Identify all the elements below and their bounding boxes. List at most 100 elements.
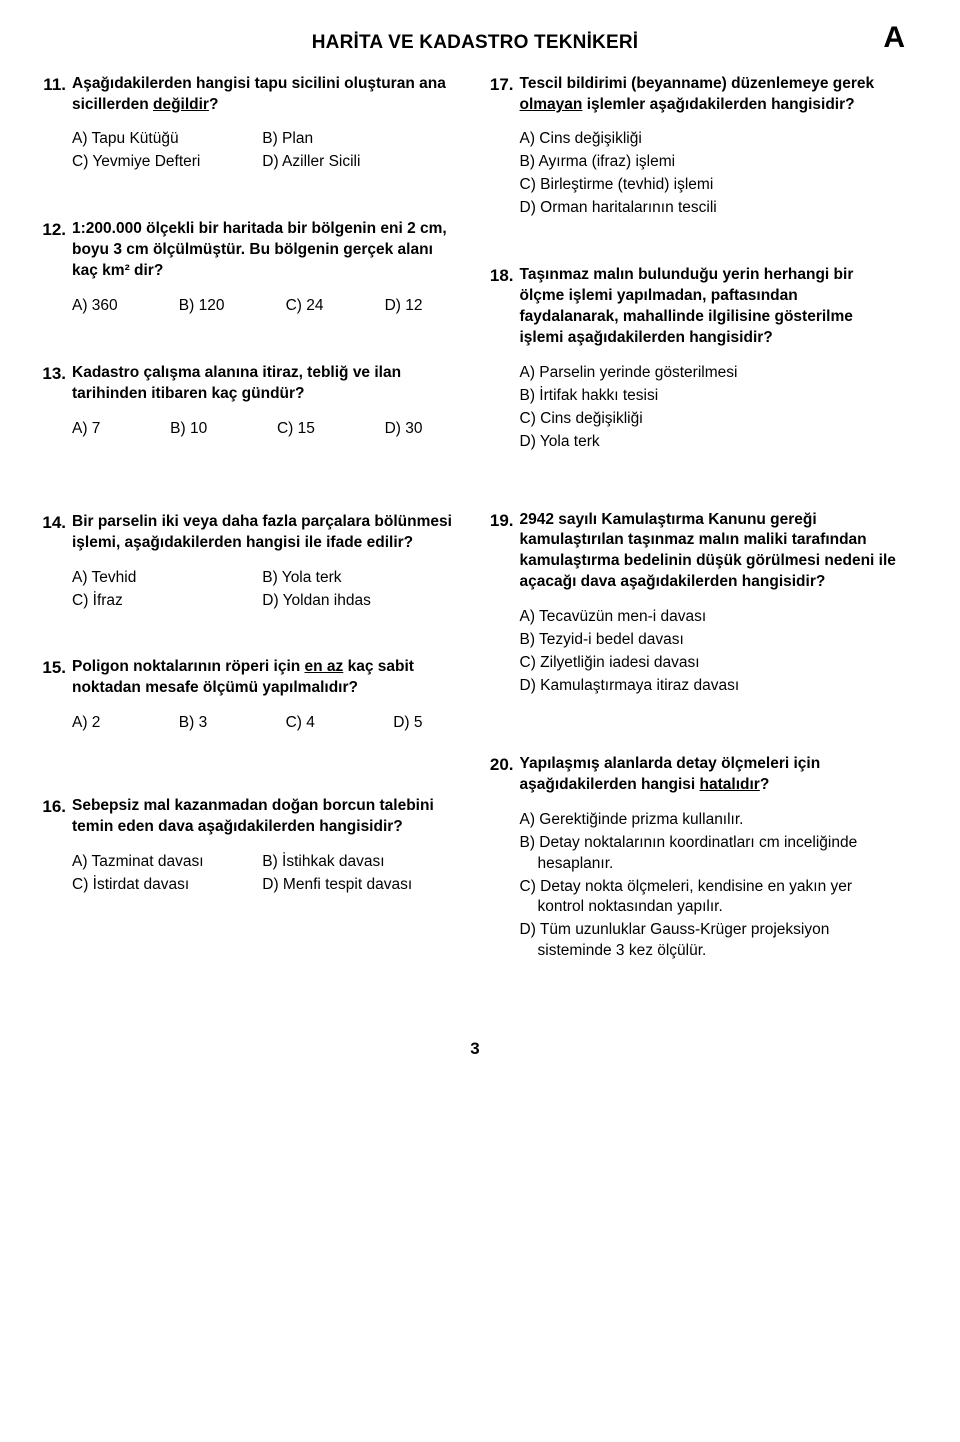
options: A) Gerektiğinde prizma kullanılır. B) De… — [520, 810, 901, 962]
option-c: C) 24 — [286, 296, 324, 317]
option-d: D) Orman haritalarının tescili — [520, 198, 901, 219]
option-c: C) Detay nokta ölçmeleri, kendisine en y… — [520, 877, 901, 919]
question-body: Kadastro çalışma alanına itiraz, tebliğ … — [72, 363, 453, 442]
question-20: 20. Yapılaşmış alanlarda detay ölçmeleri… — [498, 754, 901, 964]
option-a: A) Tazminat davası — [72, 852, 262, 873]
left-column: 11. Aşağıdakilerden hangisi tapu sicilin… — [50, 74, 453, 1009]
question-11: 11. Aşağıdakilerden hangisi tapu sicilin… — [50, 74, 453, 176]
stem-underline: hatalıdır — [700, 776, 760, 793]
question-16: 16. Sebepsiz mal kazanmadan doğan borcun… — [50, 796, 453, 898]
exam-page: A HARİTA VE KADASTRO TEKNİKERİ 11. Aşağı… — [0, 0, 960, 1101]
question-14: 14. Bir parselin iki veya daha fazla par… — [50, 512, 453, 614]
question-15: 15. Poligon noktalarının röperi için en … — [50, 657, 453, 736]
stem-underline: olmayan — [520, 96, 583, 113]
option-d: D) 30 — [385, 419, 423, 440]
question-number: 20. — [488, 754, 520, 964]
question-body: Taşınmaz malın bulunduğu yerin herhangi … — [520, 265, 901, 454]
question-stem: Kadastro çalışma alanına itiraz, tebliğ … — [72, 363, 453, 405]
option-d: D) Kamulaştırmaya itiraz davası — [520, 676, 901, 697]
question-body: Sebepsiz mal kazanmadan doğan borcun tal… — [72, 796, 453, 898]
question-number: 11. — [40, 74, 72, 176]
option-c: C) 15 — [277, 419, 315, 440]
stem-text: Poligon noktalarının röperi için — [72, 658, 305, 675]
option-a: A) Gerektiğinde prizma kullanılır. — [520, 810, 901, 831]
stem-text: Yapılaşmış alanlarda detay ölçmeleri içi… — [520, 755, 821, 793]
options: A) Tevhid C) İfraz B) Yola terk D) Yolda… — [72, 568, 453, 614]
option-c: C) Zilyetliğin iadesi davası — [520, 653, 901, 674]
right-column: 17. Tescil bildirimi (beyanname) düzenle… — [498, 74, 901, 1009]
option-b: B) 10 — [170, 419, 207, 440]
question-13: 13. Kadastro çalışma alanına itiraz, teb… — [50, 363, 453, 442]
question-18: 18. Taşınmaz malın bulunduğu yerin herha… — [498, 265, 901, 454]
option-d: D) 12 — [385, 296, 423, 317]
stem-underline: en az — [305, 658, 344, 675]
question-body: Tescil bildirimi (beyanname) düzenlemeye… — [520, 74, 901, 222]
option-a: A) Cins değişikliği — [520, 129, 901, 150]
booklet-letter: A — [883, 18, 905, 59]
option-c: C) Cins değişikliği — [520, 409, 901, 430]
option-d: D) Tüm uzunluklar Gauss-Krüger projeksiy… — [520, 920, 901, 962]
options: A) 7 B) 10 C) 15 D) 30 — [72, 419, 453, 442]
stem-underline: değildir — [153, 96, 209, 113]
option-b: B) 120 — [179, 296, 225, 317]
option-b: B) Detay noktalarının koordinatları cm i… — [520, 833, 901, 875]
question-12: 12. 1:200.000 ölçekli bir haritada bir b… — [50, 219, 453, 319]
option-a: A) Parselin yerinde gösterilmesi — [520, 363, 901, 384]
option-b: B) 3 — [179, 713, 207, 734]
option-a: A) 2 — [72, 713, 100, 734]
question-body: 2942 sayılı Kamulaştırma Kanunu gereği k… — [520, 510, 901, 699]
option-a: A) 7 — [72, 419, 100, 440]
option-b: B) Ayırma (ifraz) işlemi — [520, 152, 901, 173]
question-stem: Taşınmaz malın bulunduğu yerin herhangi … — [520, 265, 901, 349]
question-stem: Tescil bildirimi (beyanname) düzenlemeye… — [520, 74, 901, 116]
option-a: A) Tecavüzün men-i davası — [520, 607, 901, 628]
question-number: 18. — [488, 265, 520, 454]
question-17: 17. Tescil bildirimi (beyanname) düzenle… — [498, 74, 901, 222]
option-b: B) Tezyid-i bedel davası — [520, 630, 901, 651]
option-c: C) İfraz — [72, 591, 262, 612]
option-a: A) Tapu Kütüğü — [72, 129, 262, 150]
stem-text: ? — [209, 96, 218, 113]
question-stem: Poligon noktalarının röperi için en az k… — [72, 657, 453, 699]
option-d: D) Aziller Sicili — [262, 152, 452, 173]
content-columns: 11. Aşağıdakilerden hangisi tapu sicilin… — [50, 74, 900, 1009]
options: A) Cins değişikliği B) Ayırma (ifraz) iş… — [520, 129, 901, 219]
question-19: 19. 2942 sayılı Kamulaştırma Kanunu gere… — [498, 510, 901, 699]
option-d: D) Yoldan ihdas — [262, 591, 452, 612]
options: A) Tapu Kütüğü C) Yevmiye Defteri B) Pla… — [72, 129, 453, 175]
options: A) Parselin yerinde gösterilmesi B) İrti… — [520, 363, 901, 453]
question-number: 16. — [40, 796, 72, 898]
question-stem: Aşağıdakilerden hangisi tapu sicilini ol… — [72, 74, 453, 116]
question-number: 13. — [40, 363, 72, 442]
question-stem: Sebepsiz mal kazanmadan doğan borcun tal… — [72, 796, 453, 838]
option-b: B) Plan — [262, 129, 452, 150]
question-number: 19. — [488, 510, 520, 699]
option-c: C) Birleştirme (tevhid) işlemi — [520, 175, 901, 196]
stem-text: işlemler aşağıdakilerden hangisidir? — [582, 96, 854, 113]
page-title: HARİTA VE KADASTRO TEKNİKERİ — [50, 30, 900, 56]
option-d: D) 5 — [393, 713, 422, 734]
option-b: B) Yola terk — [262, 568, 452, 589]
option-b: B) İstihkak davası — [262, 852, 452, 873]
option-c: C) Yevmiye Defteri — [72, 152, 262, 173]
option-a: A) Tevhid — [72, 568, 262, 589]
option-d: D) Menfi tespit davası — [262, 875, 452, 896]
question-stem: 1:200.000 ölçekli bir haritada bir bölge… — [72, 219, 453, 282]
question-body: Poligon noktalarının röperi için en az k… — [72, 657, 453, 736]
option-d: D) Yola terk — [520, 432, 901, 453]
stem-text: Tescil bildirimi (beyanname) düzenlemeye… — [520, 75, 875, 92]
question-body: Bir parselin iki veya daha fazla parçala… — [72, 512, 453, 614]
option-a: A) 360 — [72, 296, 118, 317]
options: A) 360 B) 120 C) 24 D) 12 — [72, 296, 453, 319]
option-b: B) İrtifak hakkı tesisi — [520, 386, 901, 407]
question-number: 17. — [488, 74, 520, 222]
page-number: 3 — [50, 1038, 900, 1061]
question-number: 15. — [40, 657, 72, 736]
stem-text: ? — [760, 776, 769, 793]
options: A) Tazminat davası C) İstirdat davası B)… — [72, 852, 453, 898]
stem-text: Aşağıdakilerden hangisi tapu sicilini ol… — [72, 75, 446, 113]
options: A) 2 B) 3 C) 4 D) 5 — [72, 713, 453, 736]
question-number: 14. — [40, 512, 72, 614]
question-stem: Yapılaşmış alanlarda detay ölçmeleri içi… — [520, 754, 901, 796]
question-body: Aşağıdakilerden hangisi tapu sicilini ol… — [72, 74, 453, 176]
